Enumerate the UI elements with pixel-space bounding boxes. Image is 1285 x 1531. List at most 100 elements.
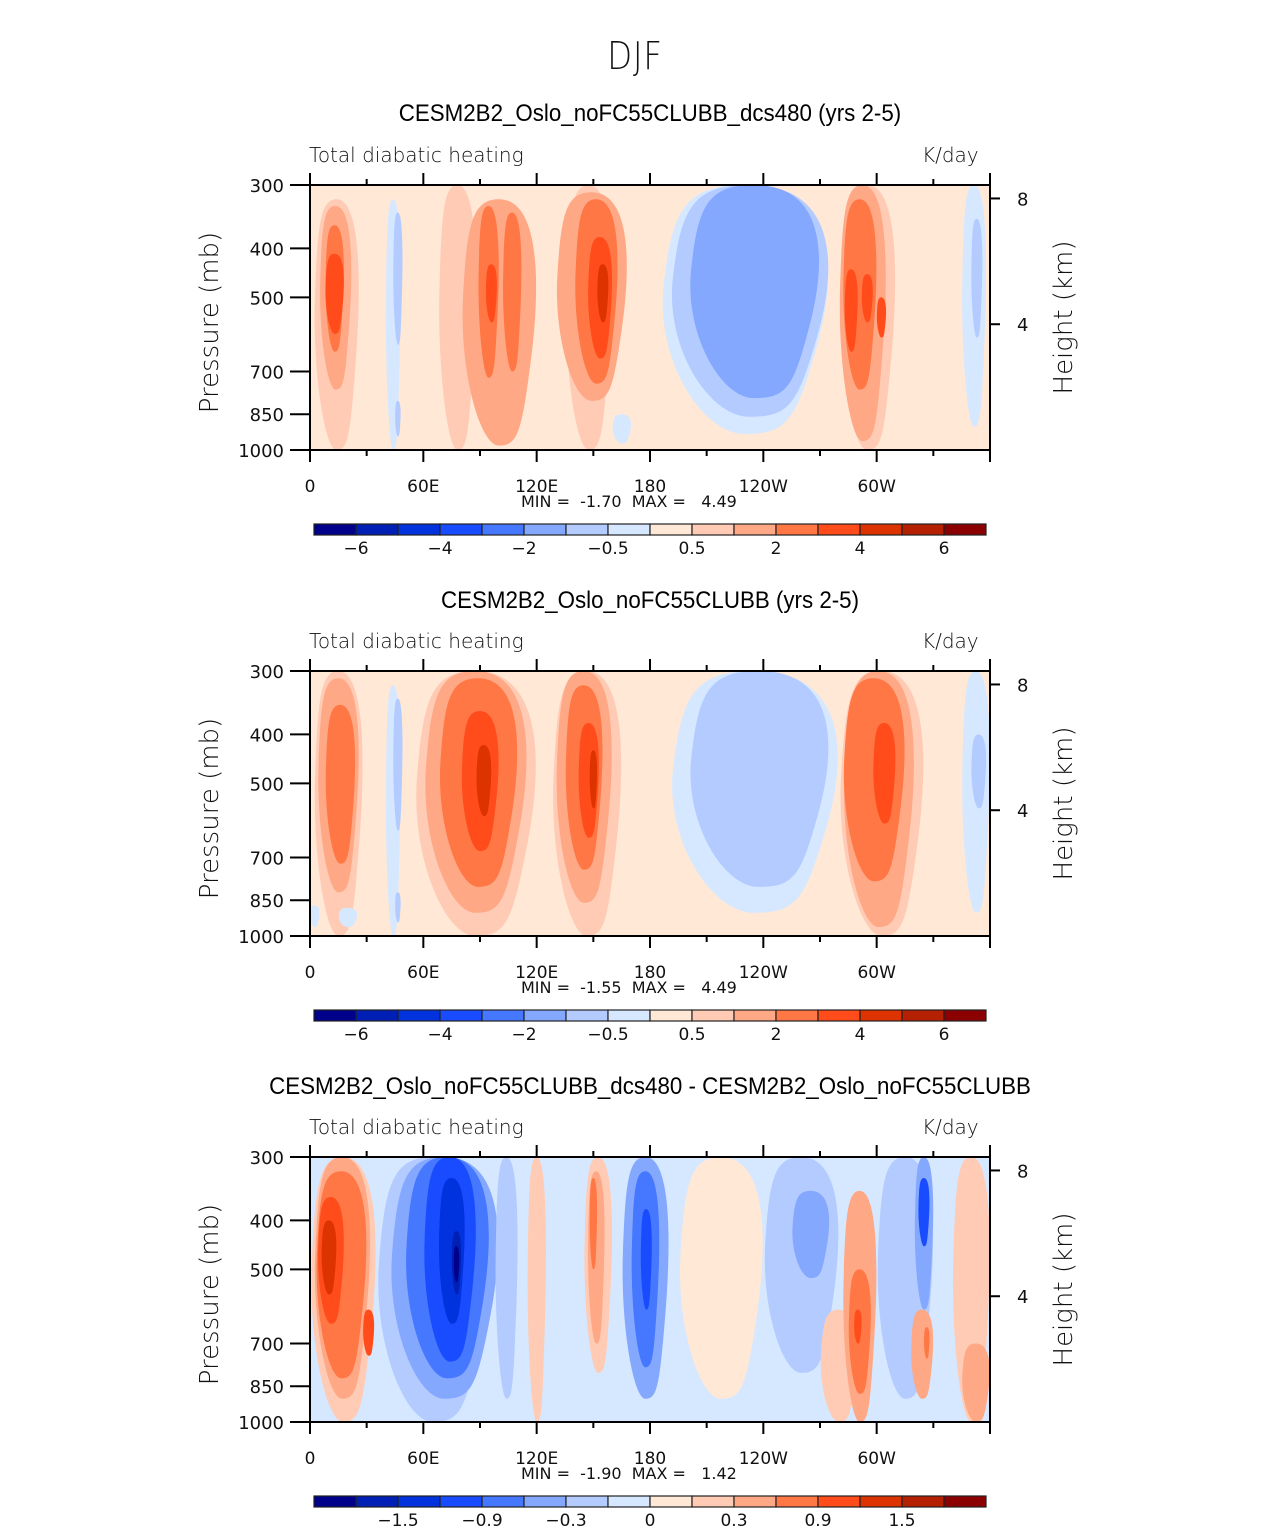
colorbar-box bbox=[901, 523, 945, 536]
min-label: MIN = bbox=[521, 978, 570, 997]
contour-region bbox=[861, 274, 873, 323]
max-value: 4.49 bbox=[701, 978, 737, 997]
x-tick-label: 60W bbox=[857, 477, 896, 497]
y-tick-label: 400 bbox=[250, 725, 284, 746]
panel-1-left-string: Total diabatic heating bbox=[309, 143, 524, 167]
colorbar-box bbox=[901, 1495, 945, 1508]
colorbar-box bbox=[565, 1495, 609, 1508]
y2-axis-title: Height (km) bbox=[1049, 727, 1079, 881]
colorbar-box bbox=[943, 1009, 987, 1022]
panel-3-title: CESM2B2_Oslo_noFC55CLUBB_dcs480 - CESM2B… bbox=[269, 1073, 1031, 1100]
panel-1-min-max: MIN = -1.70 MAX = 4.49 bbox=[521, 492, 737, 511]
contour-region bbox=[873, 723, 896, 824]
contour-region bbox=[453, 1246, 460, 1283]
colorbar-label: −0.5 bbox=[587, 539, 628, 559]
y-tick-label: 700 bbox=[250, 1334, 284, 1355]
contour-region bbox=[876, 297, 887, 338]
x-tick-label: 120W bbox=[739, 477, 788, 497]
y-tick-label: 850 bbox=[250, 891, 284, 912]
colorbar-box bbox=[481, 1009, 525, 1022]
y-tick-label: 1000 bbox=[238, 1413, 284, 1434]
colorbar-box bbox=[439, 523, 483, 536]
max-label: MAX = bbox=[631, 492, 686, 511]
colorbar-box bbox=[649, 1495, 693, 1508]
min-value: -1.70 bbox=[580, 492, 622, 511]
y2-tick-label: 8 bbox=[1017, 675, 1028, 696]
colorbar-box bbox=[691, 1495, 735, 1508]
y-tick-label: 850 bbox=[250, 405, 284, 426]
x-tick-label: 0 bbox=[305, 477, 316, 497]
contour-field bbox=[310, 671, 990, 936]
colorbar-label: −0.3 bbox=[545, 1511, 586, 1531]
contour-region bbox=[612, 414, 631, 444]
contour-field bbox=[310, 185, 990, 450]
colorbar-label: 0.3 bbox=[720, 1511, 747, 1531]
colorbar-label: −1.5 bbox=[377, 1511, 418, 1531]
panel-3-right-string: K/day bbox=[922, 1115, 979, 1139]
panel-2-right-string: K/day bbox=[922, 629, 979, 653]
min-label: MIN = bbox=[521, 492, 570, 511]
colorbar-box bbox=[901, 1009, 945, 1022]
colorbar-label: 0.5 bbox=[678, 539, 705, 559]
contour-region bbox=[923, 1327, 930, 1359]
colorbar-box bbox=[565, 523, 609, 536]
y2-tick-label: 8 bbox=[1017, 189, 1028, 210]
x-tick-label: 120W bbox=[739, 963, 788, 983]
y-tick-label: 1000 bbox=[238, 441, 284, 462]
max-label: MAX = bbox=[631, 1464, 686, 1483]
colorbar-box bbox=[439, 1009, 483, 1022]
colorbar-box bbox=[943, 523, 987, 536]
min-value: -1.90 bbox=[580, 1464, 622, 1483]
colorbar-box bbox=[607, 1495, 651, 1508]
colorbar-label: −4 bbox=[427, 539, 452, 559]
x-tick-label: 120E bbox=[515, 477, 558, 497]
colorbar-label: 6 bbox=[939, 1025, 950, 1045]
y-tick-label: 700 bbox=[250, 362, 284, 383]
contour-region bbox=[503, 212, 522, 372]
y2-tick-label: 8 bbox=[1017, 1161, 1028, 1182]
contour-region bbox=[844, 269, 858, 352]
y-tick-label: 300 bbox=[250, 1148, 284, 1169]
y-axis-title: Pressure (mb) bbox=[195, 232, 225, 413]
contour-region bbox=[325, 704, 356, 864]
colorbar-label: 0.9 bbox=[804, 1511, 831, 1531]
colorbar-label: −0.5 bbox=[587, 1025, 628, 1045]
y2-axis-title: Height (km) bbox=[1049, 241, 1079, 395]
panel-3-min-max: MIN = -1.90 MAX = 1.42 bbox=[521, 1464, 737, 1483]
colorbar-box bbox=[439, 1495, 483, 1508]
panel-1-right-string: K/day bbox=[922, 143, 979, 167]
y2-tick-label: 4 bbox=[1017, 801, 1028, 822]
panel-3-plot: 0 60E 120E 180 120W 60W 300 400 500 700 850 1000 Pre… bbox=[195, 1145, 1079, 1531]
contour-region bbox=[485, 264, 497, 323]
contour-region bbox=[321, 1220, 337, 1295]
colorbar-box bbox=[397, 523, 441, 536]
colorbar-box bbox=[859, 1495, 903, 1508]
colorbar-label: 2 bbox=[771, 539, 782, 559]
contour-region bbox=[716, 1171, 735, 1344]
contour-region bbox=[527, 1157, 546, 1422]
contour-region bbox=[393, 212, 403, 345]
contour-region bbox=[971, 218, 983, 338]
colorbar-box bbox=[733, 1009, 777, 1022]
panel-2-plot: 0 60E 120E 180 120W 60W 300 400 500 700 850 1000 Pre… bbox=[195, 659, 1079, 1045]
contour-region bbox=[690, 671, 829, 887]
y-axis-title: Pressure (mb) bbox=[195, 718, 225, 899]
colorbar-box bbox=[817, 523, 861, 536]
colorbar-box bbox=[397, 1009, 441, 1022]
colorbar-box bbox=[481, 523, 525, 536]
colorbar-label: 1.5 bbox=[888, 1511, 915, 1531]
colorbar-box bbox=[355, 523, 399, 536]
colorbar-box bbox=[859, 1009, 903, 1022]
y-tick-label: 500 bbox=[250, 774, 284, 795]
x-tick-label: 60W bbox=[857, 963, 896, 983]
colorbar-box bbox=[313, 1495, 357, 1508]
colorbar-box bbox=[313, 1009, 357, 1022]
panel-1-title: CESM2B2_Oslo_noFC55CLUBB_dcs480 (yrs 2-5… bbox=[398, 100, 902, 127]
colorbar-box bbox=[607, 1009, 651, 1022]
contour-region bbox=[962, 1343, 990, 1422]
y-tick-label: 400 bbox=[250, 1211, 284, 1232]
x-tick-label: 0 bbox=[305, 1449, 316, 1469]
contour-region bbox=[589, 1177, 598, 1270]
figure-title: DJF bbox=[607, 34, 663, 78]
min-value: -1.55 bbox=[580, 978, 622, 997]
